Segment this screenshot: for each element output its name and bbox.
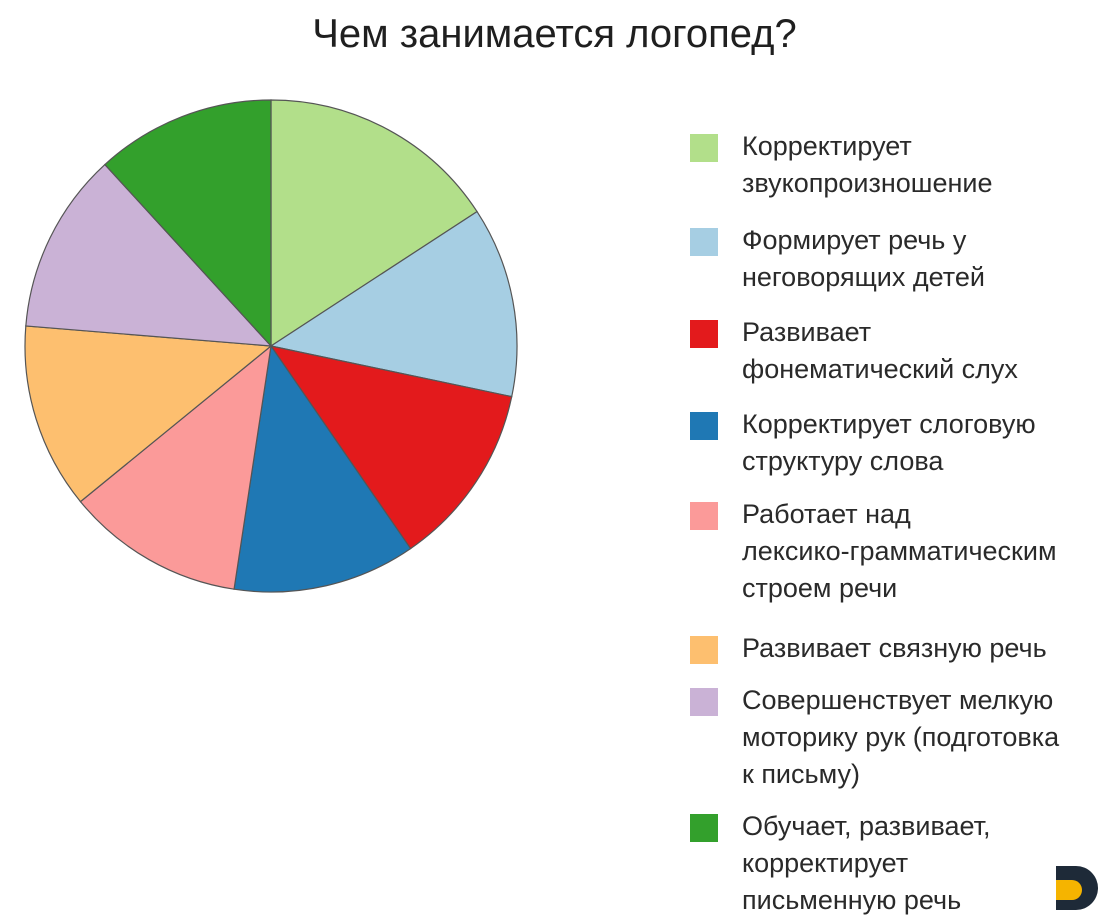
pie-slice-6 xyxy=(25,163,273,347)
pie-chart xyxy=(24,99,518,593)
pie-slice-3 xyxy=(233,344,412,593)
legend-label-4: Работает над лексико-грамматическим стро… xyxy=(742,499,1057,603)
pie-slice-5 xyxy=(24,325,273,503)
pie-slice-7 xyxy=(104,99,272,348)
legend-swatch-7 xyxy=(690,814,718,842)
legend-swatch-4 xyxy=(690,502,718,530)
pie-slice-2 xyxy=(269,345,513,550)
pie-slice-1 xyxy=(269,210,518,398)
legend-item-7: Обучает, развивает, корректирует письмен… xyxy=(690,808,1105,919)
pie-slice-4 xyxy=(79,344,272,590)
legend-swatch-0 xyxy=(690,134,718,162)
legend-swatch-5 xyxy=(690,636,718,664)
legend-item-0: Корректирует звукопроизношение xyxy=(690,128,1105,202)
legend-label-1: Формирует речь у неговорящих детей xyxy=(742,225,985,292)
pie-slice-0 xyxy=(270,99,478,348)
legend-label-0: Корректирует звукопроизношение xyxy=(742,131,993,198)
legend-item-2: Развивает фонематический слух xyxy=(690,314,1105,388)
legend-swatch-1 xyxy=(690,228,718,256)
legend-label-5: Развивает связную речь xyxy=(742,633,1047,663)
chart-title: Чем занимается логопед? xyxy=(312,12,797,56)
legend-label-2: Развивает фонематический слух xyxy=(742,317,1018,384)
legend-swatch-6 xyxy=(690,688,718,716)
legend-item-6: Совершенствует мелкую моторику рук (подг… xyxy=(690,682,1105,793)
logo-icon xyxy=(1056,866,1098,910)
legend-item-3: Корректирует слоговую структуру слова xyxy=(690,406,1105,480)
legend-label-3: Корректирует слоговую структуру слова xyxy=(742,409,1036,476)
legend-swatch-2 xyxy=(690,320,718,348)
legend-label-7: Обучает, развивает, корректирует письмен… xyxy=(742,811,991,915)
legend-swatch-3 xyxy=(690,412,718,440)
legend-item-4: Работает над лексико-грамматическим стро… xyxy=(690,496,1105,607)
pie-slices xyxy=(24,99,518,593)
legend-item-5: Развивает связную речь xyxy=(690,630,1105,667)
legend-label-6: Совершенствует мелкую моторику рук (подг… xyxy=(742,685,1060,789)
legend-item-1: Формирует речь у неговорящих детей xyxy=(690,222,1105,296)
